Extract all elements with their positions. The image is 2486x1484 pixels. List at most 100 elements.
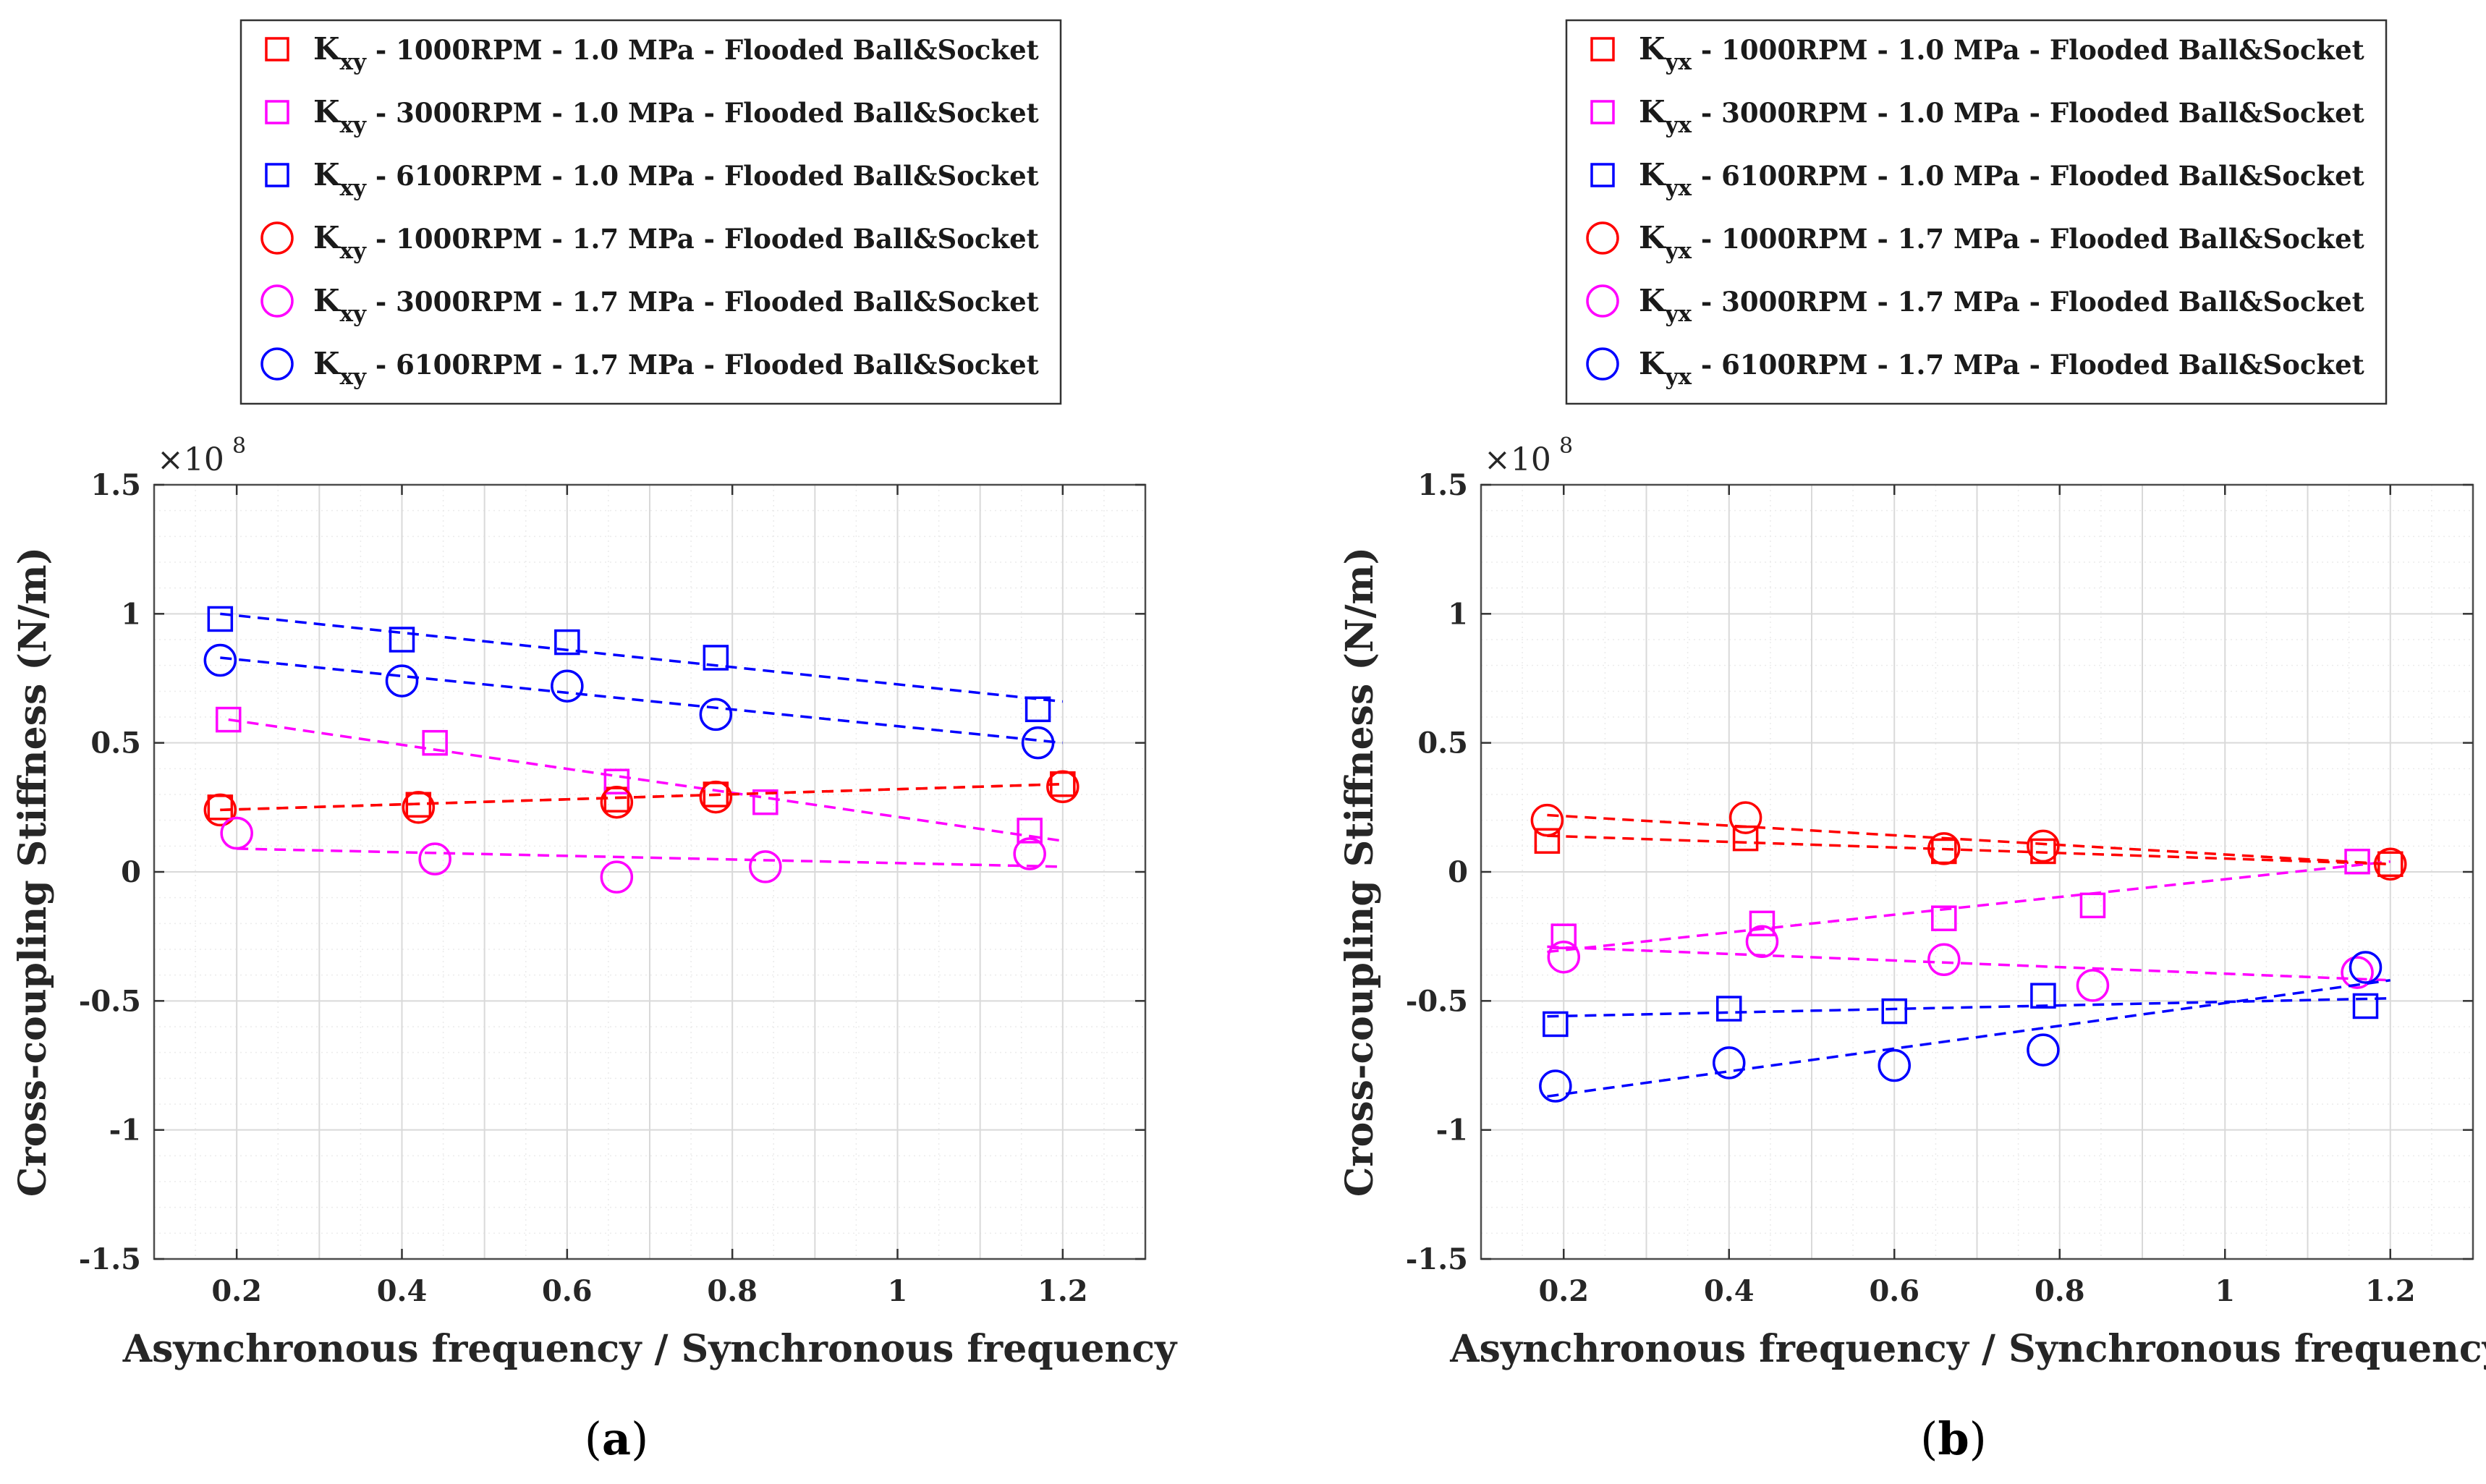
data-point-square <box>389 627 415 653</box>
data-point-circle <box>220 816 253 850</box>
legend: Kxy - 1000RPM - 1.0 MPa - Flooded Ball&S… <box>239 19 1062 405</box>
legend-marker-square <box>1590 37 1615 62</box>
series-5 <box>220 816 1063 894</box>
trend-line <box>1547 979 2390 1098</box>
x-axis-label: Asynchronous frequency / Synchronous fre… <box>122 1327 1178 1371</box>
trend-line <box>1547 945 2390 982</box>
legend-entry-label: Kyx - 1000RPM - 1.7 MPa - Flooded Ball&S… <box>1639 220 2364 264</box>
legend-entry-label: Kyx - 1000RPM - 1.0 MPa - Flooded Ball&S… <box>1639 31 2364 75</box>
trend-line <box>220 612 1064 703</box>
data-point-square <box>1543 1011 1569 1038</box>
data-point-square <box>1716 996 1742 1022</box>
data-point-square <box>2030 983 2056 1009</box>
series-3 <box>207 606 1064 723</box>
y-tick-label: -0.5 <box>1406 984 1468 1018</box>
y-exponent-label: ×10 <box>157 441 224 478</box>
data-point-circle <box>749 850 782 883</box>
data-point-circle <box>1927 832 1961 865</box>
data-point-circle <box>551 669 584 703</box>
data-point-circle <box>2076 969 2110 1002</box>
data-point-circle <box>402 791 436 824</box>
data-point-circle <box>1927 943 1961 977</box>
legend-entry-label: Kyx - 6100RPM - 1.0 MPa - Flooded Ball&S… <box>1639 157 2364 201</box>
data-point-square <box>422 729 448 756</box>
data-point-circle <box>203 643 237 677</box>
data-point-square <box>1024 696 1051 723</box>
legend-marker-circle <box>1586 347 1619 381</box>
data-point-circle <box>2349 951 2383 984</box>
y-exponent-label: ×10 <box>1484 441 1551 478</box>
series-5 <box>1547 925 2390 1002</box>
panel-label: (b) <box>1920 1412 1987 1465</box>
series-3 <box>1543 983 2390 1038</box>
legend-marker-square <box>265 163 289 187</box>
trend-line <box>1547 813 2390 866</box>
data-point-square <box>603 768 630 794</box>
legend-entry-label: Kxy - 3000RPM - 1.7 MPa - Flooded Ball&S… <box>313 283 1039 327</box>
data-point-square <box>2030 838 2056 865</box>
data-point-square <box>554 629 580 656</box>
data-point-square <box>1881 998 1907 1025</box>
trend-line <box>220 782 1063 812</box>
y-tick-label: -1 <box>109 1114 141 1148</box>
data-point-circle <box>1547 940 1580 974</box>
legend-marker-square <box>1590 100 1615 124</box>
x-axis-label: Asynchronous frequency / Synchronous fre… <box>1449 1327 2486 1371</box>
y-tick-label: 0.5 <box>1417 726 1468 760</box>
legend-marker-circle <box>260 284 294 318</box>
data-point-square <box>216 706 242 733</box>
legend-marker-circle <box>260 347 294 381</box>
data-point-square <box>2079 892 2106 919</box>
legend-box <box>1565 19 2388 405</box>
legend-marker-circle <box>1586 221 1619 255</box>
trend-line <box>237 847 1063 868</box>
x-tick-label: 0.2 <box>211 1274 262 1308</box>
data-point-circle <box>1530 803 1564 837</box>
x-tick-label: 0.4 <box>377 1274 428 1308</box>
data-point-circle <box>385 664 419 698</box>
data-point-circle <box>2027 1033 2060 1067</box>
data-point-circle <box>1021 726 1055 760</box>
legend-entry-label: Kxy - 1000RPM - 1.0 MPa - Flooded Ball&S… <box>313 31 1039 75</box>
data-point-square <box>1534 828 1561 854</box>
legend-entry-label: Kxy - 6100RPM - 1.0 MPa - Flooded Ball&S… <box>313 157 1039 201</box>
y-tick-label: 1 <box>121 597 141 631</box>
y-tick-label: 1.5 <box>90 468 141 502</box>
legend-entry-label: Kyx - 3000RPM - 1.7 MPa - Flooded Ball&S… <box>1639 283 2364 327</box>
series-6 <box>1539 951 2390 1103</box>
y-exponent-power: 8 <box>232 433 246 459</box>
data-point-circle <box>203 793 237 827</box>
series-6 <box>203 643 1064 760</box>
y-tick-label: -0.5 <box>79 984 141 1018</box>
legend-marker-circle <box>260 221 294 255</box>
x-tick-label: 0.4 <box>1704 1274 1755 1308</box>
y-tick-label: -1.5 <box>1406 1242 1468 1276</box>
data-point-square <box>752 789 779 815</box>
y-axis-label: Cross-coupling Stiffness (N/m) <box>11 547 55 1197</box>
legend-marker-square <box>265 100 289 124</box>
data-point-square <box>1931 905 1957 931</box>
x-tick-label: 0.8 <box>2035 1274 2085 1308</box>
legend-entry-label: Kyx - 6100RPM - 1.7 MPa - Flooded Ball&S… <box>1639 346 2364 390</box>
data-point-circle <box>699 698 733 732</box>
data-point-circle <box>1013 837 1046 870</box>
x-tick-label: 1.2 <box>2365 1274 2416 1308</box>
data-point-circle <box>1878 1048 1911 1082</box>
legend-marker-circle <box>1586 284 1619 318</box>
x-tick-label: 1 <box>888 1274 908 1308</box>
y-tick-label: 0.5 <box>90 726 141 760</box>
legend-entry-label: Kyx - 3000RPM - 1.0 MPa - Flooded Ball&S… <box>1639 94 2364 138</box>
x-tick-label: 0.6 <box>1869 1274 1919 1308</box>
trend-line <box>228 718 1064 842</box>
legend-marker-square <box>1590 163 1615 187</box>
y-tick-label: 1 <box>1448 597 1468 631</box>
data-point-circle <box>600 860 634 894</box>
chart-panel-b: 0.2 0.4 0.6 0.8 1 1.2 -1.5 -1 -0.5 0 0.5 1 1.5 ×10 8 As… <box>1338 19 2486 1465</box>
legend-entry-label: Kxy - 6100RPM - 1.7 MPa - Flooded Ball&S… <box>313 346 1039 390</box>
x-tick-label: 1.2 <box>1038 1274 1088 1308</box>
x-tick-label: 0.6 <box>542 1274 593 1308</box>
data-point-circle <box>418 842 451 875</box>
data-point-circle <box>600 785 634 819</box>
data-point-square <box>703 645 729 671</box>
